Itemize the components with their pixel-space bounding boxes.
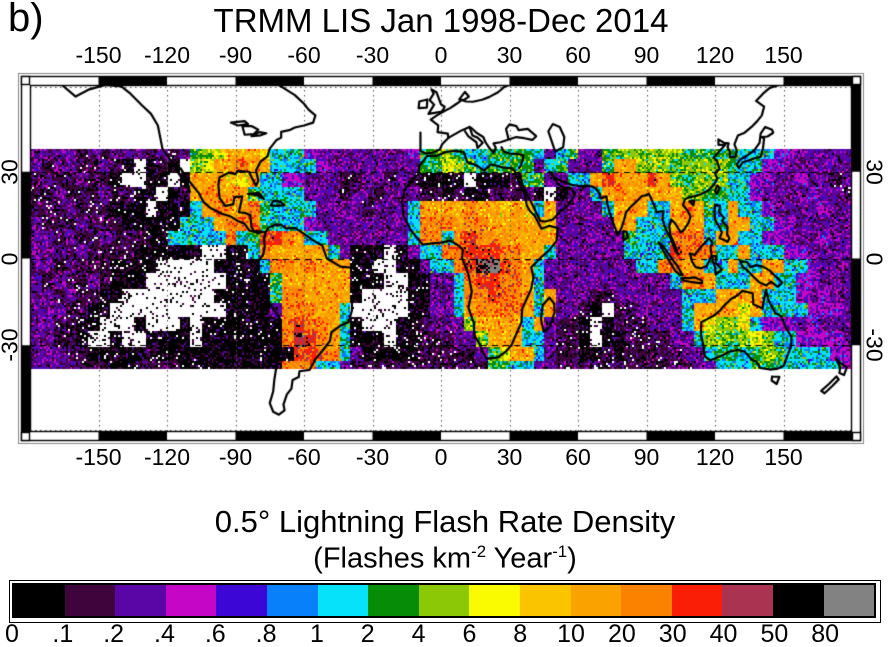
colorbar-tick-label: 10 xyxy=(557,620,585,647)
lon-tick-label: -150 xyxy=(75,444,122,470)
colorbar-tick-label: 4 xyxy=(411,620,426,647)
unit-exponent: -1 xyxy=(552,542,568,561)
colorbar-swatch-40 xyxy=(722,585,773,616)
colorbar-swatch-.8 xyxy=(266,585,318,616)
lat-tick-label: 30 xyxy=(0,158,23,185)
lat-tick-label: 30 xyxy=(861,158,888,185)
colorbar-labels: 0 .1 .2 .4 .6 .8 1 2 4 6 8 10 20 30 40 50 80 xyxy=(0,620,890,647)
unit-mid: Year xyxy=(486,542,553,575)
lon-tick-label: -30 xyxy=(355,42,390,68)
colorbar-tick-label: .8 xyxy=(255,620,277,647)
colorbar xyxy=(12,583,876,618)
colorbar-tick-label: 2 xyxy=(360,620,375,647)
colorbar-swatch-10 xyxy=(570,585,622,616)
unit-close: ) xyxy=(567,542,577,575)
colorbar-tick-label: .4 xyxy=(154,620,175,647)
colorbar-swatch-50 xyxy=(772,585,824,616)
colorbar-swatch-.4 xyxy=(165,585,217,616)
colorbar-tick-label: 30 xyxy=(658,620,687,647)
lat-tick-label: 0 xyxy=(0,252,24,265)
colorbar-tick-label: 20 xyxy=(607,620,636,647)
lat-tick-label: -30 xyxy=(861,328,888,362)
lon-tick-label: 0 xyxy=(434,444,448,470)
lon-tick-label: 150 xyxy=(764,42,803,68)
colorbar-swatch-.2 xyxy=(115,585,166,616)
colorbar-tick-label: .1 xyxy=(52,620,74,647)
lon-tick-label: -120 xyxy=(143,444,191,470)
colorbar-tick-label: 8 xyxy=(513,620,528,647)
lon-tick-label: -60 xyxy=(287,444,321,470)
lon-tick-label: -30 xyxy=(355,444,390,470)
colorbar-swatch-6 xyxy=(469,585,520,616)
colorbar-tick-label: 1 xyxy=(309,620,324,647)
colorbar-swatch-20 xyxy=(621,585,672,616)
lon-tick-label: 60 xyxy=(565,444,591,470)
colorbar-swatch-.1 xyxy=(64,585,116,616)
colorbar-swatch-8 xyxy=(519,585,571,616)
chart-title: TRMM LIS Jan 1998-Dec 2014 xyxy=(213,2,669,39)
colorbar-tick-label: 50 xyxy=(760,620,789,647)
lon-tick-label: 120 xyxy=(695,42,735,68)
colorbar-title: 0.5° Lightning Flash Rate Density xyxy=(214,504,676,539)
colorbar-tick-label: 80 xyxy=(811,620,840,647)
colorbar-tick-label: 0 xyxy=(5,620,19,647)
lon-tick-label: 30 xyxy=(496,42,523,68)
colorbar-tick-label: 40 xyxy=(709,620,738,647)
lon-tick-label: 150 xyxy=(764,444,803,470)
world-lightning-map-canvas xyxy=(0,0,890,480)
colorbar-tick-label: .6 xyxy=(204,620,226,647)
colorbar-swatch-4 xyxy=(418,585,470,616)
lon-tick-label: 90 xyxy=(633,444,660,470)
lon-tick-label: 90 xyxy=(633,42,660,68)
lon-tick-label: 0 xyxy=(434,42,448,68)
lon-tick-label: -90 xyxy=(218,444,253,470)
colorbar-swatch-.6 xyxy=(216,585,267,616)
unit-exponent: -2 xyxy=(471,542,487,561)
panel-label: b) xyxy=(8,0,44,40)
colorbar-swatch-80 xyxy=(823,585,875,616)
lon-tick-label: 120 xyxy=(695,444,735,470)
colorbar-swatch-30 xyxy=(671,585,723,616)
lat-tick-label: -30 xyxy=(0,328,23,362)
colorbar-swatch-2 xyxy=(368,585,419,616)
colorbar-swatch-1 xyxy=(317,585,369,616)
colorbar-units: (Flashes km-2 Year-1) xyxy=(0,542,890,576)
colorbar-swatch-0 xyxy=(14,585,65,616)
colorbar-tick-label: .2 xyxy=(103,620,125,647)
lon-tick-label: 60 xyxy=(565,42,591,68)
lon-tick-label: -90 xyxy=(218,42,253,68)
lon-tick-label: -150 xyxy=(75,42,122,68)
unit-open: (Flashes km xyxy=(313,542,472,575)
lat-tick-label: 0 xyxy=(861,252,888,265)
colorbar-tick-label: 6 xyxy=(462,620,477,647)
lon-tick-label: -60 xyxy=(287,42,321,68)
lon-tick-label: 30 xyxy=(496,444,523,470)
lon-tick-label: -120 xyxy=(143,42,191,68)
